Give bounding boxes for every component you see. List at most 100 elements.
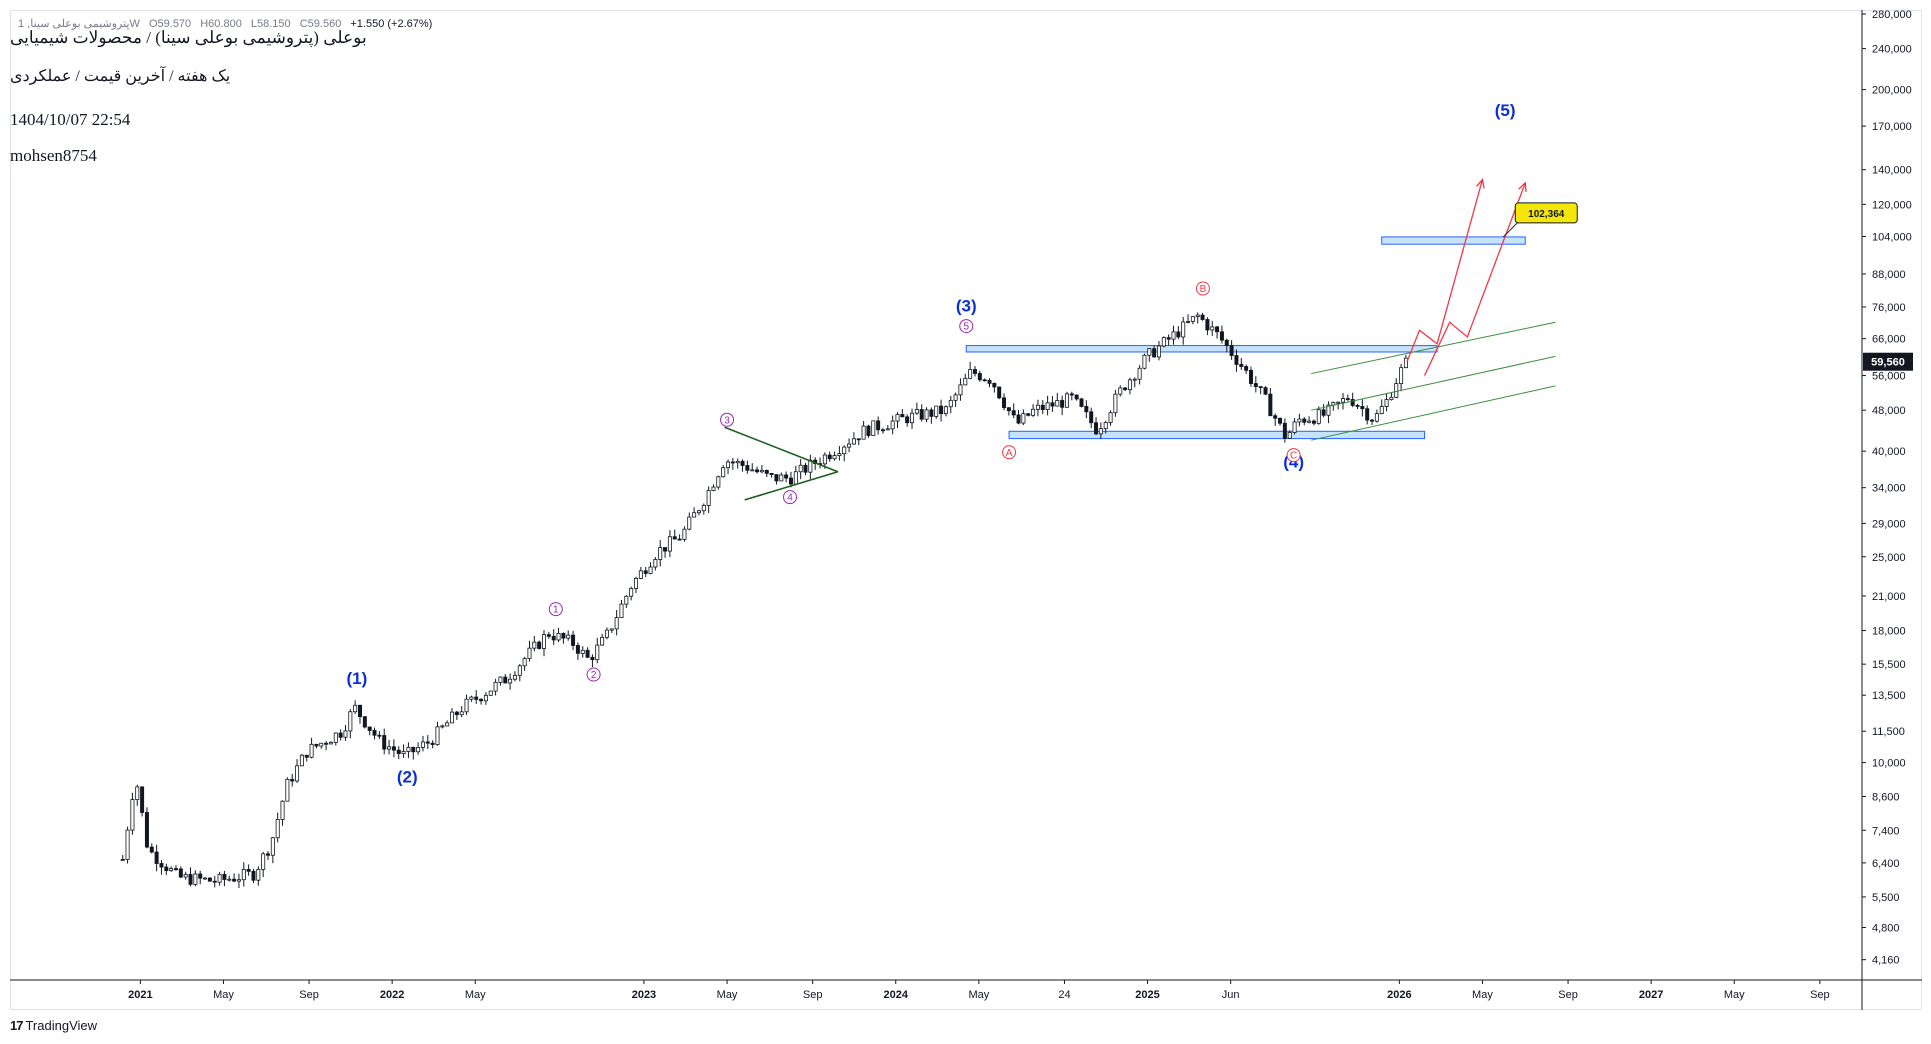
projection-arrowhead xyxy=(1476,178,1485,189)
candle-body xyxy=(445,722,450,727)
chart-author: mohsen8754 xyxy=(10,146,97,165)
y-tick-label: 29,000 xyxy=(1872,518,1906,530)
candle-body xyxy=(1336,401,1341,404)
candle-body xyxy=(314,743,319,747)
candle-body xyxy=(667,536,672,552)
candle-body xyxy=(454,711,459,716)
x-tick-label: May xyxy=(968,989,989,1001)
candle-body xyxy=(643,570,648,574)
candle-body xyxy=(663,547,668,552)
candle-body xyxy=(135,786,140,800)
candle-body xyxy=(1244,366,1249,371)
candle-body xyxy=(997,386,1002,399)
candle-body xyxy=(324,742,329,745)
candle-body xyxy=(934,405,939,417)
candle-body xyxy=(193,873,198,885)
y-tick-label: 7,400 xyxy=(1872,825,1900,837)
candle-body xyxy=(542,634,547,649)
candle-body xyxy=(304,754,309,758)
candle-body xyxy=(261,853,266,870)
candle-body xyxy=(537,641,542,649)
candle-body xyxy=(624,595,629,605)
candle-body xyxy=(982,379,987,382)
candle-body xyxy=(1142,354,1147,369)
candle-body xyxy=(1002,397,1007,409)
candle-body xyxy=(788,477,793,485)
candle-body xyxy=(1200,314,1205,320)
wave-circle-label: 1 xyxy=(553,605,559,616)
candle-body xyxy=(1152,348,1157,358)
elliott-wave-label: (2) xyxy=(397,768,418,787)
candle-body xyxy=(793,471,798,485)
candle-body xyxy=(604,629,609,638)
chart-frame[interactable] xyxy=(10,10,1922,1010)
x-tick-label: 24 xyxy=(1058,989,1070,1001)
candle-body xyxy=(430,742,435,745)
candle-body xyxy=(847,443,852,448)
triangle-line xyxy=(744,470,839,501)
candle-body xyxy=(992,382,997,388)
candle-body xyxy=(798,464,803,473)
y-tick-label: 56,000 xyxy=(1872,371,1906,383)
candle-body xyxy=(837,453,842,457)
candle-body xyxy=(1060,400,1065,408)
candle-body xyxy=(721,467,726,478)
candle-body xyxy=(895,414,900,422)
candle-body xyxy=(1374,413,1379,422)
ohlc-legend: پتروشیمی بوعلی سینا, 1W O59.570 H60.800 … xyxy=(18,17,438,30)
candle-body xyxy=(658,547,663,560)
support-resistance-zone xyxy=(1381,236,1526,245)
candle-body xyxy=(280,800,285,820)
candle-body xyxy=(1278,417,1283,424)
candle-body xyxy=(585,649,590,658)
candle-body xyxy=(1219,331,1224,341)
candle-body xyxy=(968,369,973,379)
candle-body xyxy=(948,399,953,408)
candle-body xyxy=(910,412,915,424)
projection-arrowhead xyxy=(1518,181,1527,192)
y-tick-label: 21,000 xyxy=(1872,591,1906,603)
projection-path xyxy=(1423,182,1526,376)
tv-logo-text: TradingView xyxy=(25,1018,98,1033)
target-price-box xyxy=(1514,202,1578,224)
y-tick-label: 140,000 xyxy=(1872,165,1912,177)
y-tick-label: 200,000 xyxy=(1872,85,1912,97)
y-tick-label: 120,000 xyxy=(1872,199,1912,211)
candle-body xyxy=(716,476,721,488)
candle-body xyxy=(377,734,382,737)
candle-body xyxy=(183,874,188,878)
last-price-label: 59,560 xyxy=(1871,357,1905,369)
candle-body xyxy=(517,665,522,676)
x-tick-label: Sep xyxy=(299,989,319,1001)
candle-body xyxy=(338,732,343,738)
wave-circle-marker xyxy=(1286,448,1301,463)
wave-circle-label: 3 xyxy=(724,415,730,426)
candle-body xyxy=(319,742,324,747)
candle-body xyxy=(236,879,241,882)
tradingview-logo[interactable]: 17 TradingView xyxy=(10,1018,97,1033)
candle-body xyxy=(634,578,639,589)
candle-body xyxy=(1108,412,1113,423)
candle-body xyxy=(1370,419,1375,422)
candle-body xyxy=(450,711,455,724)
candle-body xyxy=(362,716,367,728)
candle-body xyxy=(943,406,948,415)
candle-body xyxy=(459,711,464,716)
candle-body xyxy=(256,868,261,881)
candle-body xyxy=(1321,409,1326,416)
channel-line xyxy=(1311,385,1556,441)
channel-line xyxy=(1311,355,1556,411)
candle-body xyxy=(1253,383,1258,388)
x-tick-label: May xyxy=(1472,989,1493,1001)
candle-body xyxy=(939,405,944,415)
candle-body xyxy=(217,873,222,883)
candle-body xyxy=(958,384,963,396)
triangle-line xyxy=(724,426,839,473)
candle-body xyxy=(546,634,551,637)
candle-body xyxy=(1345,398,1350,400)
y-tick-label: 25,000 xyxy=(1872,552,1906,564)
candle-body xyxy=(914,409,919,414)
x-tick-label: 2021 xyxy=(128,989,152,1001)
wave-circle-label: B xyxy=(1200,284,1207,295)
